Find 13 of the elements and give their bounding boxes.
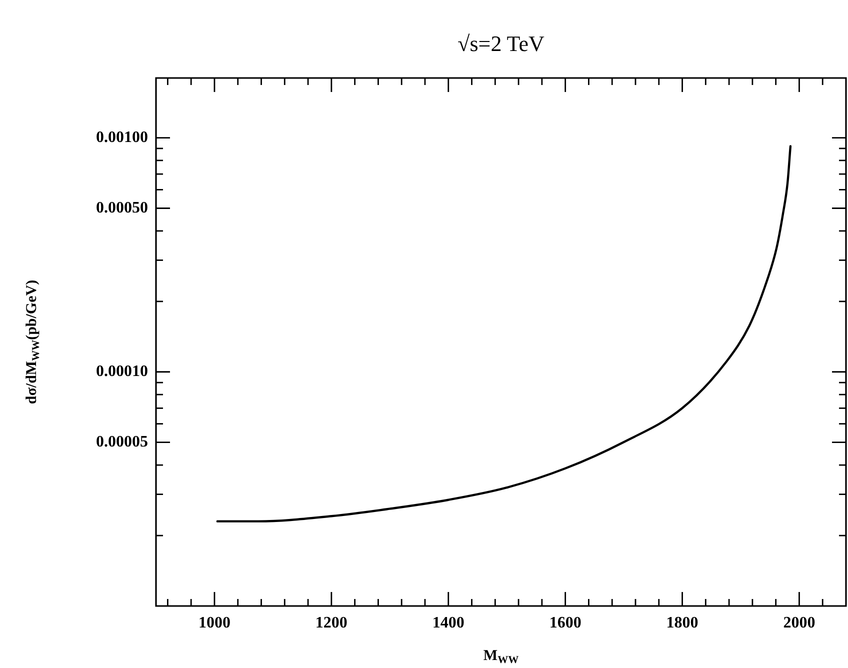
y-tick-label: 0.00010 <box>96 363 148 380</box>
y-tick-label: 0.00100 <box>96 128 148 146</box>
x-tick-label: 1400 <box>432 614 464 632</box>
chart-title: √s=2 TeV <box>458 30 544 56</box>
x-tick-label: 1600 <box>549 614 582 632</box>
x-tick-label: 2000 <box>783 614 816 632</box>
x-tick-label: 1000 <box>198 614 230 632</box>
y-tick-label: 0.00050 <box>96 199 148 216</box>
y-tick-label: 0.00005 <box>96 434 148 450</box>
y-axis-title: dσ/dMWW(pb/GeV) <box>24 280 42 404</box>
x-tick-label: 1800 <box>666 614 698 632</box>
x-tick-label: 1200 <box>315 614 348 632</box>
line-series <box>216 145 792 522</box>
